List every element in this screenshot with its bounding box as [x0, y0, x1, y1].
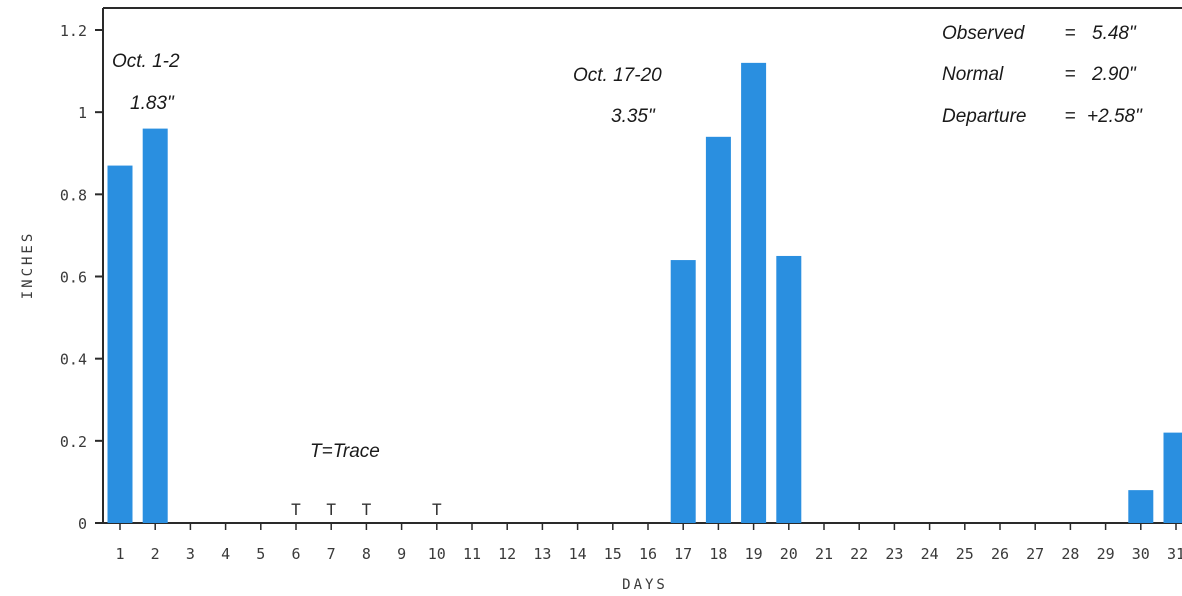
- x-tick-label: 14: [569, 545, 587, 563]
- y-axis-title: INCHES: [20, 231, 36, 300]
- x-axis-title: DAYS: [622, 577, 668, 593]
- summary-observed-value: 5.48": [1092, 23, 1137, 44]
- x-tick-label: 24: [921, 545, 939, 563]
- chart-title-fragment: [455, 0, 975, 8]
- summary-normal-label: Normal: [942, 64, 1004, 85]
- summary-departure-value: +2.58": [1087, 106, 1143, 127]
- x-tick-label: 22: [850, 545, 868, 563]
- y-tick-label: 0.6: [60, 269, 87, 287]
- trace-marker-day-10: T: [432, 500, 442, 519]
- bar-day-19: [741, 62, 767, 523]
- x-tick-label: 25: [956, 545, 974, 563]
- event1-total-label: 1.83": [130, 93, 175, 114]
- y-axis-ticks: 0 0.2 0.4 0.6 0.8 1 1.2: [60, 22, 103, 533]
- event1-dates-label: Oct. 1-2: [112, 51, 180, 72]
- summary-normal-value: 2.90": [1091, 64, 1137, 85]
- x-tick-label: 11: [463, 545, 481, 563]
- x-tick-label: 19: [745, 545, 763, 563]
- x-tick-label: 23: [885, 545, 903, 563]
- y-tick-label: 1: [78, 104, 87, 122]
- x-tick-label: 18: [709, 545, 727, 563]
- x-tick-label: 16: [639, 545, 657, 563]
- bar-day-1: [107, 165, 133, 523]
- bar-day-18: [705, 136, 731, 524]
- x-axis-ticks: 1 2 3 4 5 6 7 8 9 10 11 12 13 14 15 16 17 18 19 20 21 22 23 24 2…: [115, 523, 1182, 563]
- summary-normal-eq: =: [1064, 64, 1075, 85]
- x-tick-label: 5: [256, 545, 265, 563]
- x-tick-label: 21: [815, 545, 833, 563]
- trace-legend-label: T=Trace: [310, 441, 380, 462]
- y-tick-label: 0: [78, 515, 87, 533]
- bar-day-20: [776, 255, 802, 524]
- summary-block: Observed = 5.48" Normal = 2.90" Departur…: [942, 23, 1143, 127]
- y-tick-label: 0.2: [60, 433, 87, 451]
- x-tick-label: 31: [1167, 545, 1182, 563]
- x-tick-label: 20: [780, 545, 798, 563]
- trace-marker-day-8: T: [362, 500, 372, 519]
- x-tick-label: 1: [115, 545, 124, 563]
- x-tick-label: 2: [151, 545, 160, 563]
- x-tick-label: 30: [1132, 545, 1150, 563]
- x-tick-label: 27: [1026, 545, 1044, 563]
- y-tick-label: 0.8: [60, 186, 87, 204]
- summary-departure-label: Departure: [942, 106, 1027, 127]
- y-tick-label: 1.2: [60, 22, 87, 40]
- x-tick-label: 4: [221, 545, 230, 563]
- summary-observed-label: Observed: [942, 23, 1026, 44]
- x-tick-label: 17: [674, 545, 692, 563]
- bar-day-2: [142, 128, 168, 523]
- trace-marker-day-7: T: [326, 500, 336, 519]
- x-tick-label: 26: [991, 545, 1009, 563]
- y-tick-label: 0.4: [60, 351, 87, 369]
- x-tick-label: 8: [362, 545, 371, 563]
- x-tick-label: 6: [291, 545, 300, 563]
- x-tick-label: 13: [533, 545, 551, 563]
- x-tick-label: 9: [397, 545, 406, 563]
- bar-day-31: [1163, 432, 1182, 523]
- bar-day-30: [1128, 490, 1154, 523]
- x-tick-label: 7: [327, 545, 336, 563]
- bar-series: [107, 62, 1182, 524]
- event2-total-label: 3.35": [611, 106, 656, 127]
- x-tick-label: 10: [428, 545, 446, 563]
- event2-dates-label: Oct. 17-20: [573, 65, 662, 86]
- summary-observed-eq: =: [1064, 23, 1075, 44]
- bar-day-17: [670, 260, 696, 523]
- x-tick-label: 28: [1061, 545, 1079, 563]
- x-tick-label: 15: [604, 545, 622, 563]
- x-tick-label: 12: [498, 545, 516, 563]
- x-tick-label: 29: [1097, 545, 1115, 563]
- summary-departure-eq: =: [1064, 106, 1075, 127]
- trace-marker-day-6: T: [291, 500, 301, 519]
- x-tick-label: 3: [186, 545, 195, 563]
